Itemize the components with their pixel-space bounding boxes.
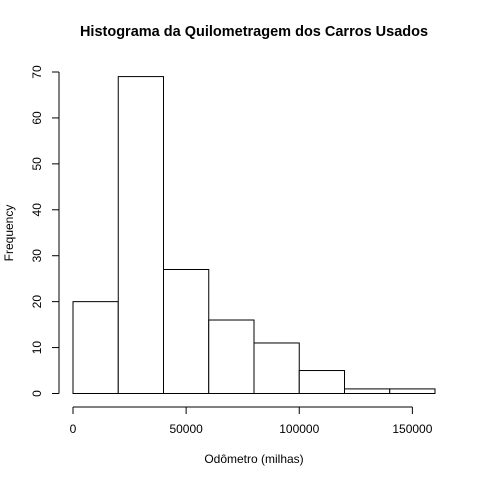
x-tick-label: 150000 xyxy=(392,422,432,436)
histogram-bar-1 xyxy=(117,76,164,394)
y-tick-label: 20 xyxy=(30,295,44,309)
y-tick-label: 70 xyxy=(30,65,44,79)
y-tick-label: 50 xyxy=(30,157,44,171)
y-tick-label: 40 xyxy=(30,203,44,217)
y-tick-label: 0 xyxy=(30,390,44,397)
x-axis: 0 50000 100000 150000 xyxy=(70,406,433,436)
histogram-bar-3 xyxy=(208,319,255,394)
x-axis-label: Odômetro (milhas) xyxy=(204,452,303,466)
y-tick-label: 30 xyxy=(30,249,44,263)
histogram-bar-5 xyxy=(298,370,345,394)
histogram-bar-0 xyxy=(72,301,119,394)
histogram-bar-4 xyxy=(253,342,300,395)
x-tick-label: 100000 xyxy=(279,422,319,436)
y-tick-label: 60 xyxy=(30,111,44,125)
histogram-bar-7 xyxy=(389,388,436,394)
histogram-bar-2 xyxy=(163,268,210,394)
histogram-bar-6 xyxy=(344,388,391,394)
x-tick-label: 50000 xyxy=(169,422,203,436)
y-tick-label: 10 xyxy=(30,341,44,355)
y-axis-label: Frequency xyxy=(2,205,16,262)
histogram-bars xyxy=(72,76,436,395)
y-axis: 0 10 20 30 40 50 60 70 xyxy=(30,65,60,397)
chart-title: Histograma da Quilometragem dos Carros U… xyxy=(80,24,428,40)
x-tick-label: 0 xyxy=(70,422,77,436)
